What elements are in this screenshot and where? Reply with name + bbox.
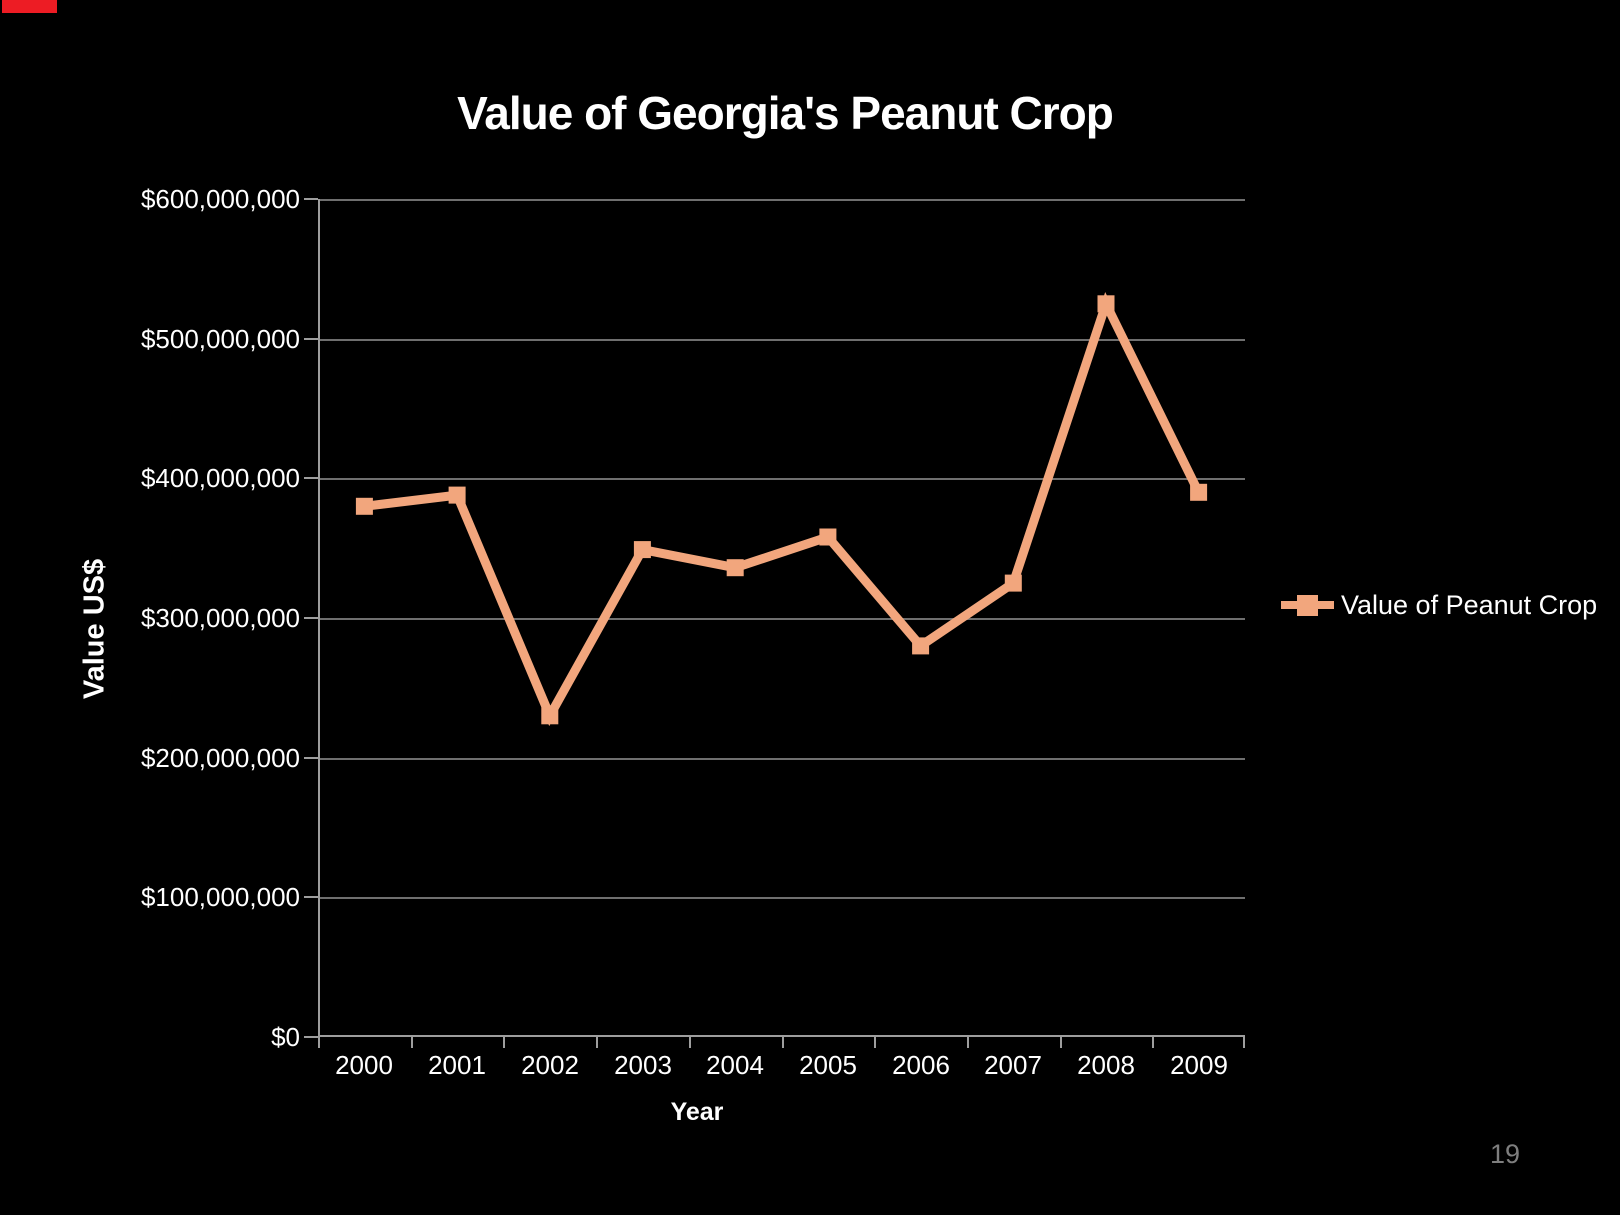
y-axis-label: $100,000,000 [140, 882, 300, 912]
y-axis-label: $400,000,000 [140, 463, 300, 493]
x-axis-label-2003: 2003 [614, 1050, 672, 1080]
x-tick [318, 1037, 320, 1048]
x-tick [503, 1037, 505, 1048]
y-axis-label: $500,000,000 [140, 324, 300, 354]
y-tick [304, 338, 318, 340]
x-tick [967, 1037, 969, 1048]
slide-page-number: 19 [1490, 1139, 1521, 1169]
y-axis-label: $300,000,000 [140, 603, 300, 633]
x-axis-label-2000: 2000 [335, 1050, 393, 1080]
y-tick [304, 198, 318, 200]
gridline-300m [318, 618, 1245, 620]
legend-marker-swatch [1297, 595, 1318, 616]
gridline-600m [318, 199, 1245, 201]
y-axis-label: $200,000,000 [140, 743, 300, 773]
y-tick [304, 1036, 318, 1038]
y-tick [304, 896, 318, 898]
gridline-100m [318, 897, 1245, 899]
x-tick [689, 1037, 691, 1048]
x-tick [411, 1037, 413, 1048]
y-tick [304, 477, 318, 479]
y-axis-label: $600,000,000 [140, 184, 300, 214]
x-tick [874, 1037, 876, 1048]
x-tick [596, 1037, 598, 1048]
x-axis-label-2008: 2008 [1077, 1050, 1135, 1080]
chart-title: Value of Georgia's Peanut Crop [457, 87, 1114, 139]
y-axis-label: $0 [271, 1022, 300, 1052]
x-axis-label-2004: 2004 [706, 1050, 764, 1080]
x-axis-label-2009: 2009 [1170, 1050, 1228, 1080]
x-axis-label-2002: 2002 [521, 1050, 579, 1080]
red-corner-marker [2, 0, 57, 13]
x-axis-label-2007: 2007 [984, 1050, 1042, 1080]
legend-label: Value of Peanut Crop [1341, 590, 1598, 620]
x-tick [1060, 1037, 1062, 1048]
plot-area [318, 199, 1245, 1037]
x-axis-title: Year [670, 1098, 724, 1126]
x-axis-label-2005: 2005 [799, 1050, 857, 1080]
gridline-500m [318, 339, 1245, 341]
gridline-400m [318, 478, 1245, 480]
x-tick [1243, 1037, 1245, 1048]
y-tick [304, 617, 318, 619]
y-tick [304, 757, 318, 759]
peanut-crop-line-series [355, 291, 1208, 727]
x-tick [782, 1037, 784, 1048]
x-tick [1152, 1037, 1154, 1048]
x-axis-label-2001: 2001 [428, 1050, 486, 1080]
x-axis-label-2006: 2006 [892, 1050, 950, 1080]
gridline-200m [318, 758, 1245, 760]
